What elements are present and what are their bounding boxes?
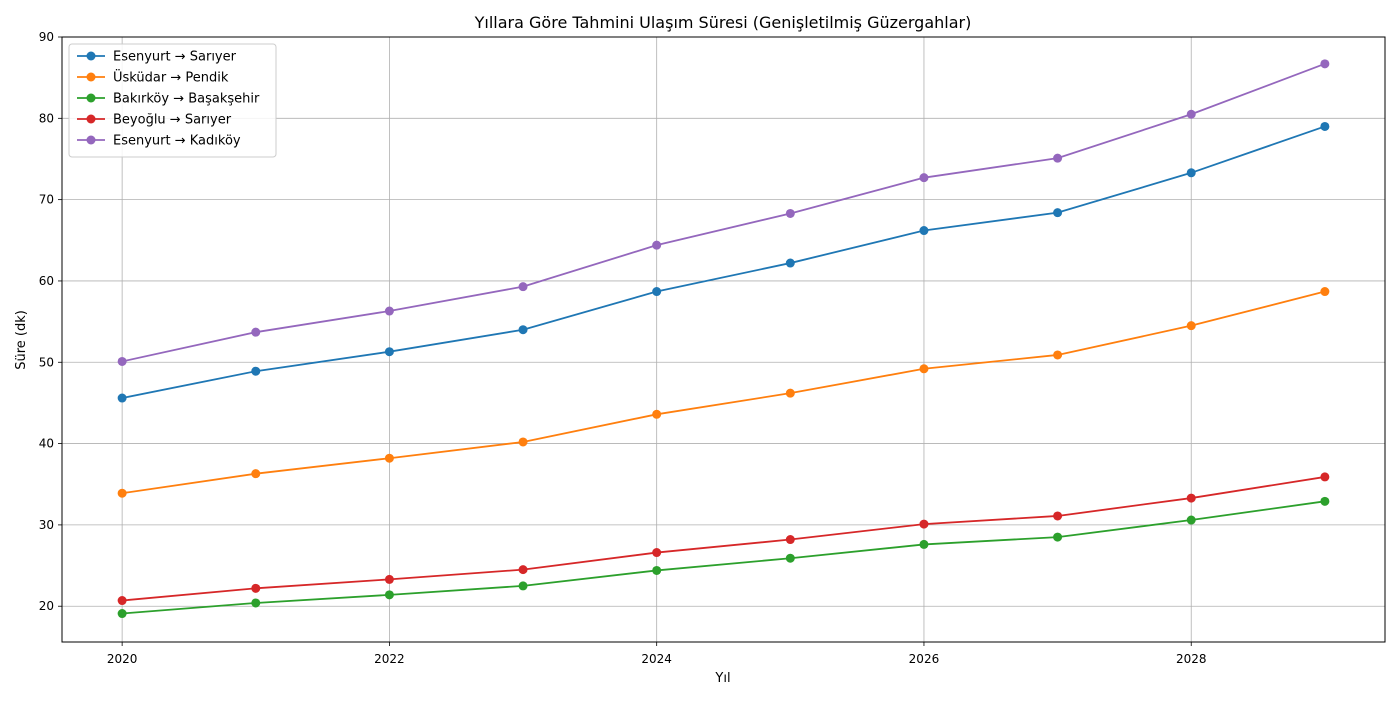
data-point xyxy=(117,393,127,403)
legend: Esenyurt → Sarıyer Üsküdar → Pendik Bakırk… xyxy=(68,43,277,158)
data-point xyxy=(1053,350,1063,360)
data-point xyxy=(384,306,394,316)
series-2 xyxy=(117,287,1330,498)
legend-item: Esenyurt → Sarıyer xyxy=(77,50,237,65)
data-point xyxy=(251,469,261,479)
series-4 xyxy=(117,472,1330,606)
data-point xyxy=(1186,168,1196,178)
data-point xyxy=(1186,321,1196,331)
series-line xyxy=(122,290,1326,495)
data-point xyxy=(1053,532,1063,542)
data-point xyxy=(785,388,795,398)
data-point xyxy=(117,596,127,606)
x-tick-label: 2026 xyxy=(909,652,940,666)
legend-item: Esenyurt → Kadıköy xyxy=(77,134,241,149)
data-point xyxy=(117,356,127,366)
legend-item: Bakırköy → Başakşehir xyxy=(77,92,260,107)
data-point xyxy=(652,287,662,297)
data-point xyxy=(785,553,795,563)
data-point xyxy=(251,366,261,376)
series-3 xyxy=(117,496,1330,619)
legend-swatch-marker xyxy=(86,72,96,82)
series-line xyxy=(121,62,1326,363)
legend-label: Beyoğlu → Sarıyer xyxy=(113,113,232,128)
x-axis-ticks: 2020 2022 2024 2026 2028 xyxy=(107,642,1207,666)
data-point xyxy=(384,453,394,463)
data-point xyxy=(518,437,528,447)
data-point xyxy=(518,581,528,591)
x-tick-label: 2022 xyxy=(374,652,405,666)
y-tick-label: 80 xyxy=(39,111,54,125)
y-tick-label: 50 xyxy=(39,355,54,369)
plot-frame xyxy=(61,36,1386,643)
data-point xyxy=(251,327,261,337)
x-tick-label: 2024 xyxy=(641,652,672,666)
series-5 xyxy=(117,59,1330,366)
data-point xyxy=(1053,208,1063,218)
legend-swatch-marker xyxy=(86,51,96,61)
data-point xyxy=(1186,493,1196,503)
data-point xyxy=(919,364,929,374)
series-line xyxy=(122,476,1326,602)
legend-item: Üsküdar → Pendik xyxy=(77,69,229,86)
data-point xyxy=(1186,515,1196,525)
data-point xyxy=(1320,472,1330,482)
data-point xyxy=(117,488,127,498)
data-point xyxy=(652,409,662,419)
data-point xyxy=(785,535,795,545)
series-line xyxy=(121,125,1326,399)
y-tick-label: 90 xyxy=(39,30,54,44)
data-point xyxy=(919,539,929,549)
legend-swatch-marker xyxy=(86,93,96,103)
data-point xyxy=(919,173,929,183)
y-tick-label: 40 xyxy=(39,437,54,451)
data-point xyxy=(652,240,662,250)
data-point xyxy=(1186,109,1196,119)
data-point xyxy=(785,208,795,218)
legend-label: Esenyurt → Sarıyer xyxy=(113,50,237,65)
data-point xyxy=(1053,153,1063,163)
data-point xyxy=(919,519,929,529)
data-point xyxy=(785,258,795,268)
data-point xyxy=(518,565,528,575)
legend-label: Bakırköy → Başakşehir xyxy=(113,92,260,107)
data-point xyxy=(652,548,662,558)
x-tick-label: 2020 xyxy=(107,652,138,666)
y-tick-label: 60 xyxy=(39,274,54,288)
y-tick-label: 20 xyxy=(39,599,54,613)
data-point xyxy=(652,565,662,575)
legend-label: Esenyurt → Kadıköy xyxy=(113,134,241,149)
data-point xyxy=(1320,59,1330,69)
series-1 xyxy=(117,121,1330,403)
data-point xyxy=(384,590,394,600)
y-tick-label: 30 xyxy=(39,518,54,532)
data-point xyxy=(518,325,528,335)
x-axis-title: Yıl xyxy=(714,671,730,686)
data-point xyxy=(384,574,394,584)
data-point xyxy=(518,282,528,292)
data-point xyxy=(1320,121,1330,131)
data-point xyxy=(1320,496,1330,506)
legend-item: Beyoğlu → Sarıyer xyxy=(77,113,232,128)
series-layer xyxy=(117,59,1330,619)
chart-title: Yıllara Göre Tahmini Ulaşım Süresi (Geni… xyxy=(474,13,972,32)
data-point xyxy=(1320,287,1330,297)
data-point xyxy=(251,583,261,593)
y-axis-title: Süre (dk) xyxy=(14,310,29,370)
data-point xyxy=(251,598,261,608)
legend-swatch-marker xyxy=(86,114,96,124)
x-tick-label: 2028 xyxy=(1176,652,1207,666)
y-tick-label: 70 xyxy=(39,193,54,207)
data-point xyxy=(117,609,127,619)
legend-box xyxy=(68,43,277,158)
y-axis-ticks: 20 30 40 50 60 70 80 90 xyxy=(39,30,62,613)
data-point xyxy=(384,347,394,357)
legend-label: Üsküdar → Pendik xyxy=(113,69,229,86)
data-point xyxy=(1053,511,1063,521)
data-point xyxy=(919,226,929,236)
legend-swatch-marker xyxy=(86,135,96,145)
series-line xyxy=(122,500,1325,615)
